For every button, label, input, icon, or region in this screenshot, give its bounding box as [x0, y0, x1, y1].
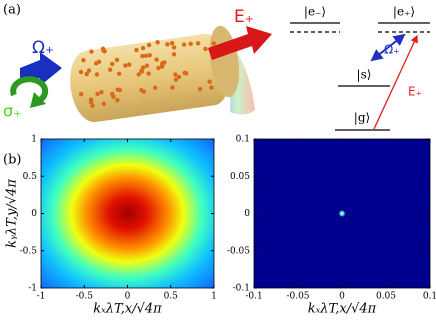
y-axis-label: kᵧλT,y/√4π [5, 179, 20, 248]
panel-label: (b) [3, 153, 21, 168]
y-tick-label: 0.5 [23, 172, 38, 182]
level-label: |e₋⟩ [304, 5, 326, 19]
y-tick-label: 0.1 [236, 135, 250, 145]
y-tick-label: -0.05 [227, 246, 250, 256]
plots: -1 -0.5 0 0.5 1 -1 -0.5 0 0.5 1 kₓλT,x/√4π kᵧλT,y/√… [5, 135, 436, 317]
level-label: |s⟩ [357, 68, 372, 82]
x-axis-label: kₓλT,x/√4π [308, 302, 377, 317]
level-label: |g⟩ [354, 111, 370, 125]
x-tick-label: 1 [211, 292, 217, 302]
heatmap-peak [338, 209, 346, 218]
x-tick-label: 0.05 [376, 292, 396, 302]
atoms [78, 40, 216, 108]
polarization-label: σ₊ [3, 102, 22, 121]
coupling-label: Ω₊ [384, 43, 400, 57]
panel-label: (a) [3, 3, 21, 18]
y-tick-label: 0 [244, 209, 250, 219]
control-beam [10, 52, 62, 108]
x-tick-label: -0.05 [286, 292, 309, 302]
level-scheme [290, 22, 430, 131]
drive-label: E₊ [234, 7, 254, 27]
x-tick-label: 0 [339, 292, 345, 302]
y-tick-label: -1 [28, 284, 37, 294]
heatmap [41, 139, 214, 288]
x-tick-label: 0.1 [423, 292, 436, 302]
x-tick-label: -1 [37, 292, 46, 302]
atom-cloud [70, 25, 255, 123]
y-tick-label: -0.1 [233, 284, 250, 294]
probe-label: E₊ [408, 85, 422, 99]
x-tick-label: 0 [125, 292, 131, 302]
y-tick-label: 1 [31, 135, 37, 145]
x-tick-label: -0.5 [76, 292, 94, 302]
y-tick-label: -0.5 [20, 246, 38, 256]
y-tick-label: 0.05 [230, 172, 250, 182]
level-label: |e₊⟩ [393, 5, 415, 19]
x-tick-label: -0.1 [245, 292, 262, 302]
x-tick-label: 0.5 [164, 292, 179, 302]
x-axis-label: kₓλT,x/√4π [93, 302, 162, 317]
drive-beam [208, 26, 272, 60]
control-label: Ω₊ [32, 38, 54, 58]
y-tick-label: 0 [31, 209, 37, 219]
